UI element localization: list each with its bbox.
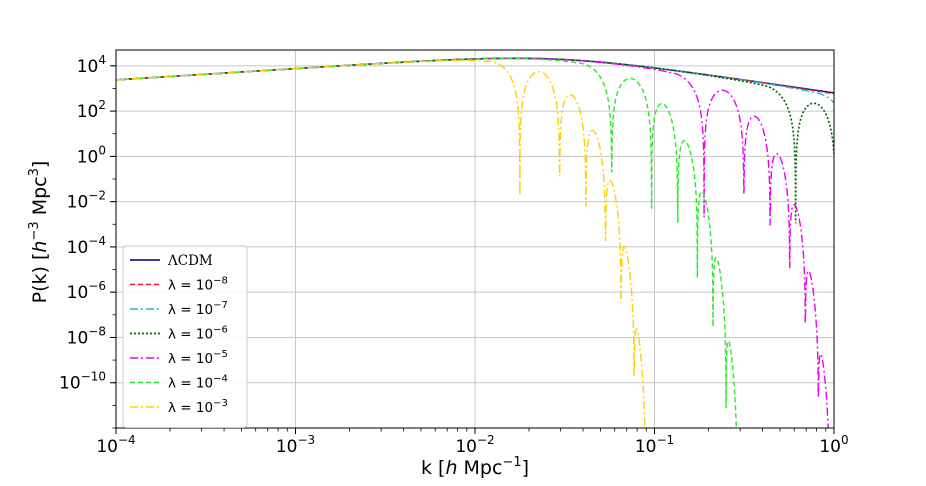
x-tick-label: 100 xyxy=(819,433,848,457)
x-tick-label: 10−2 xyxy=(455,433,494,457)
y-tick-label: 10−2 xyxy=(67,189,106,213)
x-tick-label: 10−4 xyxy=(96,433,135,457)
y-tick-label: 10−8 xyxy=(67,324,106,348)
y-tick-label: 10−6 xyxy=(67,279,106,303)
series-line xyxy=(116,57,834,224)
legend-label: λ = 10−7 xyxy=(168,300,228,318)
series-lines xyxy=(116,57,834,428)
legend-label: λ = 10−6 xyxy=(168,325,228,343)
legend: ΛCDM λ = 10−8 λ = 10−7 λ = 10−6 λ = 10−5 λ = … xyxy=(122,245,248,428)
y-tick-label: 10−4 xyxy=(67,234,106,258)
y-axis-label: P(k) [h−3 Mpc3] xyxy=(27,161,51,304)
legend-label: λ = 10−3 xyxy=(168,398,228,416)
x-tick-label: 10−3 xyxy=(276,433,315,457)
legend-label: λ = 10−5 xyxy=(168,349,228,367)
y-tick-label: 104 xyxy=(77,53,106,77)
legend-label: λ = 10−4 xyxy=(168,374,228,392)
y-tick-label: 100 xyxy=(77,143,106,167)
legend-label: ΛCDM xyxy=(167,253,213,269)
legend-label: λ = 10−8 xyxy=(168,276,228,294)
y-tick-label: 10−10 xyxy=(59,370,106,394)
x-tick-label: 10−1 xyxy=(635,433,674,457)
series-line xyxy=(116,59,646,428)
x-axis-label: k [h Mpc−1] xyxy=(421,455,529,479)
y-tick-label: 102 xyxy=(77,98,106,122)
axis-ticks: 10−4 10−3 10−2 10−1 100 104 102 100 10−2 10−4 10−6… xyxy=(59,53,849,457)
